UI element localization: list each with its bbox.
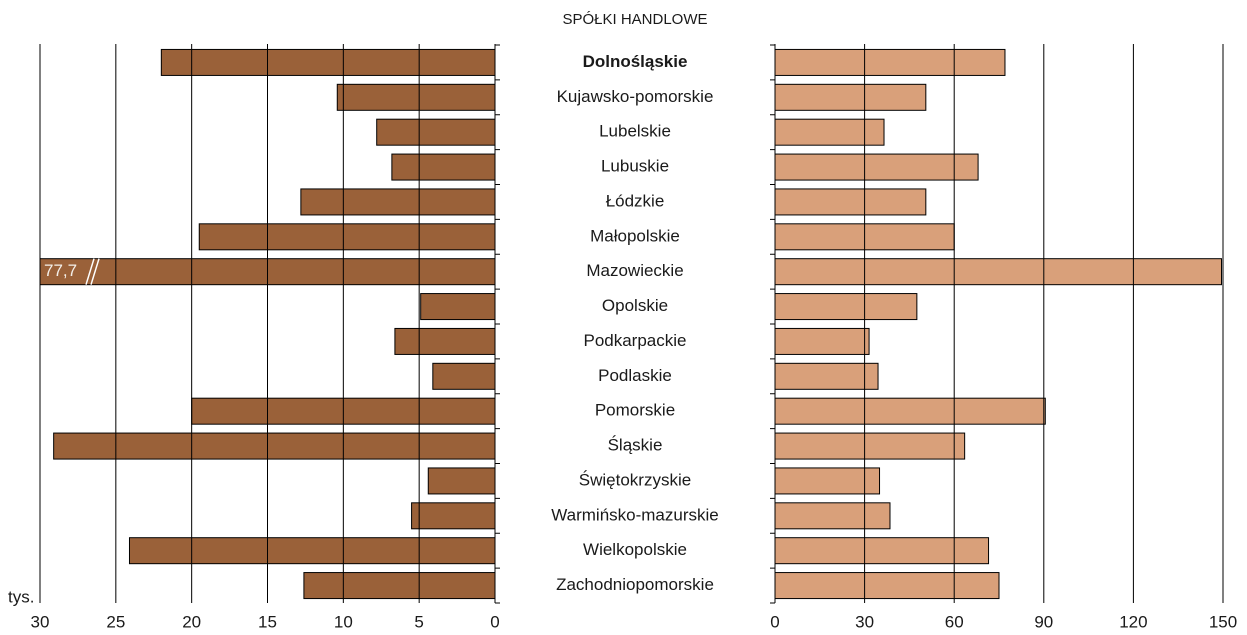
bar bbox=[774, 48, 1006, 76]
bar bbox=[128, 537, 496, 565]
value-label: 77,7 bbox=[44, 261, 77, 280]
bar bbox=[427, 467, 496, 495]
category-label: Śląskie bbox=[608, 436, 663, 455]
x-tick-label: 10 bbox=[334, 612, 353, 631]
bar bbox=[336, 83, 496, 111]
left-panel bbox=[40, 48, 496, 600]
bar bbox=[774, 118, 885, 146]
category-label: Podlaskie bbox=[598, 366, 672, 385]
category-label: Łódzkie bbox=[606, 191, 665, 210]
chart-title: SPÓŁKI HANDLOWE bbox=[562, 11, 707, 28]
category-label: Zachodniopomorskie bbox=[556, 575, 714, 594]
x-tick-label: 150 bbox=[1209, 612, 1237, 631]
bar bbox=[774, 153, 979, 181]
category-label: Kujawsko-pomorskie bbox=[557, 87, 714, 106]
bar bbox=[774, 83, 927, 111]
category-label: Dolnośląskie bbox=[583, 52, 688, 71]
x-tick-label: 5 bbox=[414, 612, 423, 631]
category-label: Opolskie bbox=[602, 296, 668, 315]
bar bbox=[774, 502, 891, 530]
x-tick-label: 0 bbox=[490, 612, 499, 631]
category-label: Mazowieckie bbox=[586, 261, 683, 280]
category-label: Lubelskie bbox=[599, 122, 671, 141]
bar bbox=[774, 293, 918, 321]
category-label: Świętokrzyskie bbox=[579, 470, 691, 489]
bar bbox=[376, 118, 496, 146]
x-tick-label: 30 bbox=[855, 612, 874, 631]
break-mark bbox=[85, 258, 95, 285]
bar bbox=[300, 188, 496, 216]
category-label: Wielkopolskie bbox=[583, 540, 687, 559]
category-label: Podkarpackie bbox=[583, 331, 686, 350]
x-tick-label: 60 bbox=[945, 612, 964, 631]
bar bbox=[160, 48, 496, 76]
x-tick-label: 30 bbox=[31, 612, 50, 631]
bar bbox=[774, 397, 1046, 425]
axis-label: tys. bbox=[8, 587, 34, 606]
bar bbox=[432, 362, 496, 390]
category-label: Warmińsko-mazurskie bbox=[551, 505, 719, 524]
bar bbox=[774, 258, 1223, 286]
category-label: Lubuskie bbox=[601, 157, 669, 176]
bar bbox=[303, 572, 496, 600]
bar bbox=[774, 362, 879, 390]
bar bbox=[774, 537, 990, 565]
break-mark bbox=[90, 258, 100, 285]
x-tick-label: 20 bbox=[182, 612, 201, 631]
bar bbox=[53, 432, 496, 460]
bar bbox=[198, 223, 496, 251]
x-tick-label: 120 bbox=[1119, 612, 1147, 631]
x-tick-label: 0 bbox=[770, 612, 779, 631]
bar bbox=[774, 188, 927, 216]
right-panel bbox=[774, 48, 1223, 600]
bar bbox=[420, 293, 496, 321]
category-label: Pomorskie bbox=[595, 401, 675, 420]
bar bbox=[394, 327, 496, 355]
bar bbox=[774, 572, 1000, 600]
x-tick-label: 25 bbox=[106, 612, 125, 631]
bar bbox=[774, 467, 881, 495]
bar bbox=[774, 432, 966, 460]
bar bbox=[411, 502, 496, 530]
bar bbox=[391, 153, 496, 181]
x-tick-label: 15 bbox=[258, 612, 277, 631]
category-label: Małopolskie bbox=[590, 226, 680, 245]
bar bbox=[774, 327, 870, 355]
x-tick-label: 90 bbox=[1034, 612, 1053, 631]
